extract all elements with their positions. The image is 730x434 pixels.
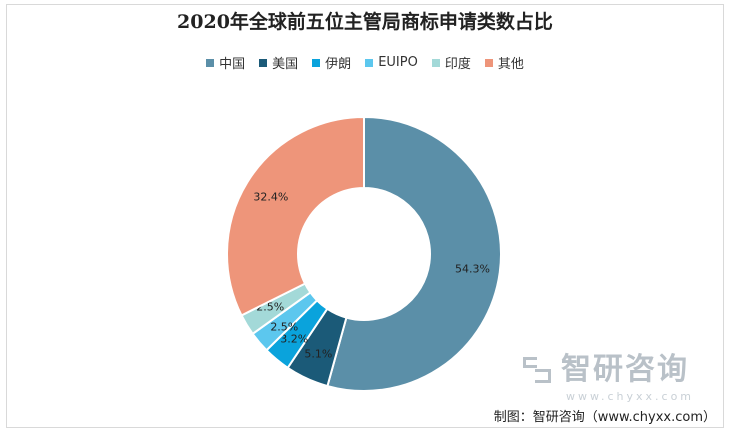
legend-swatch bbox=[484, 58, 493, 67]
legend-swatch bbox=[365, 58, 374, 67]
legend-label: 中国 bbox=[219, 57, 246, 72]
legend-swatch bbox=[206, 58, 215, 67]
legend-item: 伊朗 bbox=[312, 53, 351, 72]
watermark-brand: 智研咨询 bbox=[561, 352, 689, 387]
slice-data-label: 32.4% bbox=[253, 190, 288, 203]
chart-legend: 中国 美国 伊朗 EUIPO 印度 其他 bbox=[0, 53, 730, 72]
legend-swatch bbox=[259, 58, 268, 67]
slice-data-label: 2.5% bbox=[270, 321, 298, 334]
legend-label: 美国 bbox=[272, 57, 299, 72]
donut-slice bbox=[226, 115, 365, 317]
legend-item: 印度 bbox=[431, 53, 471, 72]
legend-swatch bbox=[312, 58, 321, 67]
brand-logo-icon bbox=[523, 355, 553, 385]
legend-item: 美国 bbox=[259, 53, 298, 72]
legend-item: 其他 bbox=[484, 53, 524, 72]
slice-data-label: 5.1% bbox=[304, 348, 332, 361]
chart-credit: 制图：智研咨询（www.chyxx.com） bbox=[493, 410, 716, 425]
donut-slice bbox=[326, 115, 502, 392]
legend-item: EUIPO bbox=[365, 53, 418, 72]
chart-title: 2020年全球前五位主管局商标申请类数占比 bbox=[177, 11, 553, 33]
legend-swatch bbox=[431, 58, 440, 67]
legend-label: EUIPO bbox=[378, 55, 418, 70]
watermark-url: www.chyxx.com bbox=[566, 390, 695, 403]
slice-data-label: 54.3% bbox=[455, 263, 490, 276]
watermark: 智研咨询 bbox=[523, 355, 689, 385]
legend-label: 其他 bbox=[497, 57, 524, 72]
legend-label: 伊朗 bbox=[325, 57, 352, 72]
legend-label: 印度 bbox=[444, 57, 471, 72]
slice-data-label: 3.2% bbox=[280, 332, 308, 345]
legend-item: 中国 bbox=[206, 53, 245, 72]
